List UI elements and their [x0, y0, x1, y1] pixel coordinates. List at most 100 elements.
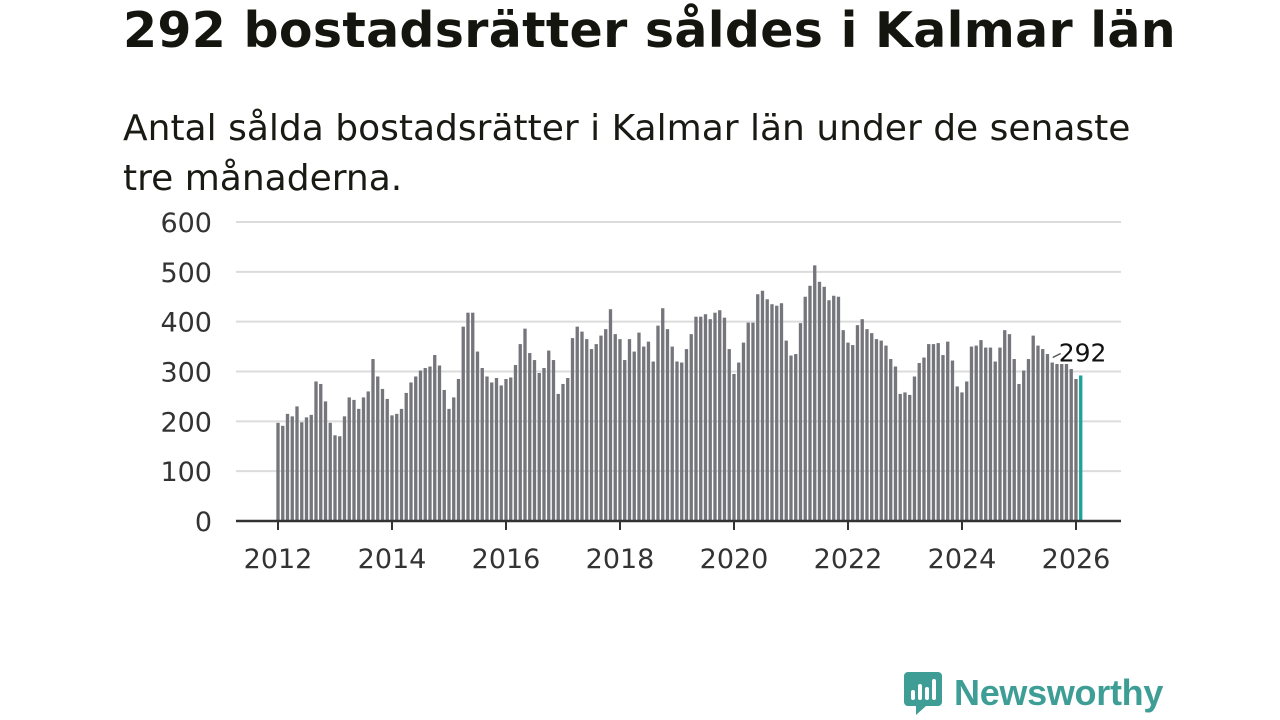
x-tick-label: 2018	[586, 544, 655, 575]
bar	[661, 308, 665, 521]
bar	[547, 350, 551, 521]
bar	[860, 319, 864, 521]
x-tick-label: 2016	[472, 544, 541, 575]
bar	[304, 417, 309, 521]
bar	[281, 425, 285, 521]
x-tick-label: 2026	[1042, 544, 1111, 575]
x-tick-label: 2012	[244, 544, 313, 575]
y-tick-label: 600	[160, 208, 212, 239]
bar	[708, 319, 712, 521]
bar	[594, 344, 598, 521]
bar	[309, 414, 313, 521]
y-tick-label: 400	[160, 308, 212, 339]
bar	[518, 344, 522, 521]
y-tick-label: 200	[160, 407, 212, 438]
bar	[290, 416, 294, 521]
y-tick-label: 100	[160, 457, 212, 488]
bar	[993, 361, 997, 521]
bar	[737, 362, 741, 521]
bar	[841, 330, 845, 521]
bar	[865, 329, 869, 521]
chart-title: 292 bostadsrätter såldes i Kalmar län	[123, 2, 1176, 59]
bar	[889, 359, 893, 521]
bar	[879, 340, 883, 521]
bar	[931, 344, 936, 521]
bar	[523, 328, 527, 521]
bar	[922, 357, 926, 521]
bar	[741, 342, 746, 521]
bar	[618, 339, 622, 521]
chart-subtitle: Antal sålda bostadsrätter i Kalmar län u…	[123, 108, 1131, 199]
bar	[528, 353, 532, 521]
bar	[855, 325, 860, 521]
bar	[979, 340, 983, 521]
bar	[1036, 345, 1040, 521]
bar	[361, 397, 366, 521]
bar	[665, 329, 670, 521]
bar	[380, 388, 385, 521]
bar	[803, 296, 807, 521]
bar	[965, 381, 969, 521]
bar	[870, 333, 874, 521]
bar	[903, 392, 907, 521]
bar	[285, 413, 290, 521]
bar	[338, 436, 342, 521]
bar	[1060, 364, 1064, 521]
bar	[471, 312, 475, 521]
bar	[371, 359, 375, 521]
bar	[627, 339, 632, 521]
bar	[794, 354, 798, 521]
bar	[390, 415, 394, 521]
bar	[827, 300, 831, 521]
bar	[756, 294, 760, 521]
bar	[433, 355, 437, 521]
bar	[732, 373, 736, 521]
bar	[998, 347, 1002, 521]
bar	[689, 334, 693, 522]
bar	[1050, 362, 1054, 521]
bar	[946, 341, 950, 521]
bar	[542, 368, 546, 521]
bar	[694, 316, 698, 521]
bar	[642, 346, 646, 521]
bar	[718, 310, 722, 521]
bar	[395, 413, 399, 521]
annotation-leader	[1052, 352, 1062, 359]
bar	[385, 398, 389, 521]
bar	[1064, 364, 1069, 521]
bar	[376, 376, 380, 521]
bar	[314, 381, 318, 521]
bar	[1069, 369, 1073, 521]
annotation-label: 292	[1059, 338, 1107, 367]
bar	[884, 345, 888, 521]
bar	[485, 376, 489, 521]
bar	[974, 345, 978, 521]
bar	[874, 339, 879, 521]
bar	[409, 382, 413, 521]
bar	[447, 408, 451, 522]
bar	[760, 290, 765, 521]
bar	[589, 349, 594, 521]
bar	[770, 304, 774, 521]
bar	[789, 355, 793, 521]
bar	[475, 351, 480, 521]
bar	[1026, 359, 1031, 521]
bar	[1012, 359, 1016, 521]
bar	[295, 406, 299, 521]
bar	[480, 368, 484, 521]
bar	[784, 340, 788, 521]
bar	[1031, 335, 1035, 521]
bar	[437, 365, 442, 521]
bar	[713, 312, 717, 521]
bar	[556, 393, 560, 521]
bar	[832, 295, 836, 521]
x-tick-label: 2022	[814, 544, 883, 575]
bar	[703, 314, 708, 521]
bar	[504, 378, 508, 521]
bar	[632, 351, 636, 521]
bar	[1074, 378, 1078, 521]
bar	[1017, 383, 1021, 521]
bar	[599, 335, 603, 521]
bar	[342, 416, 347, 521]
